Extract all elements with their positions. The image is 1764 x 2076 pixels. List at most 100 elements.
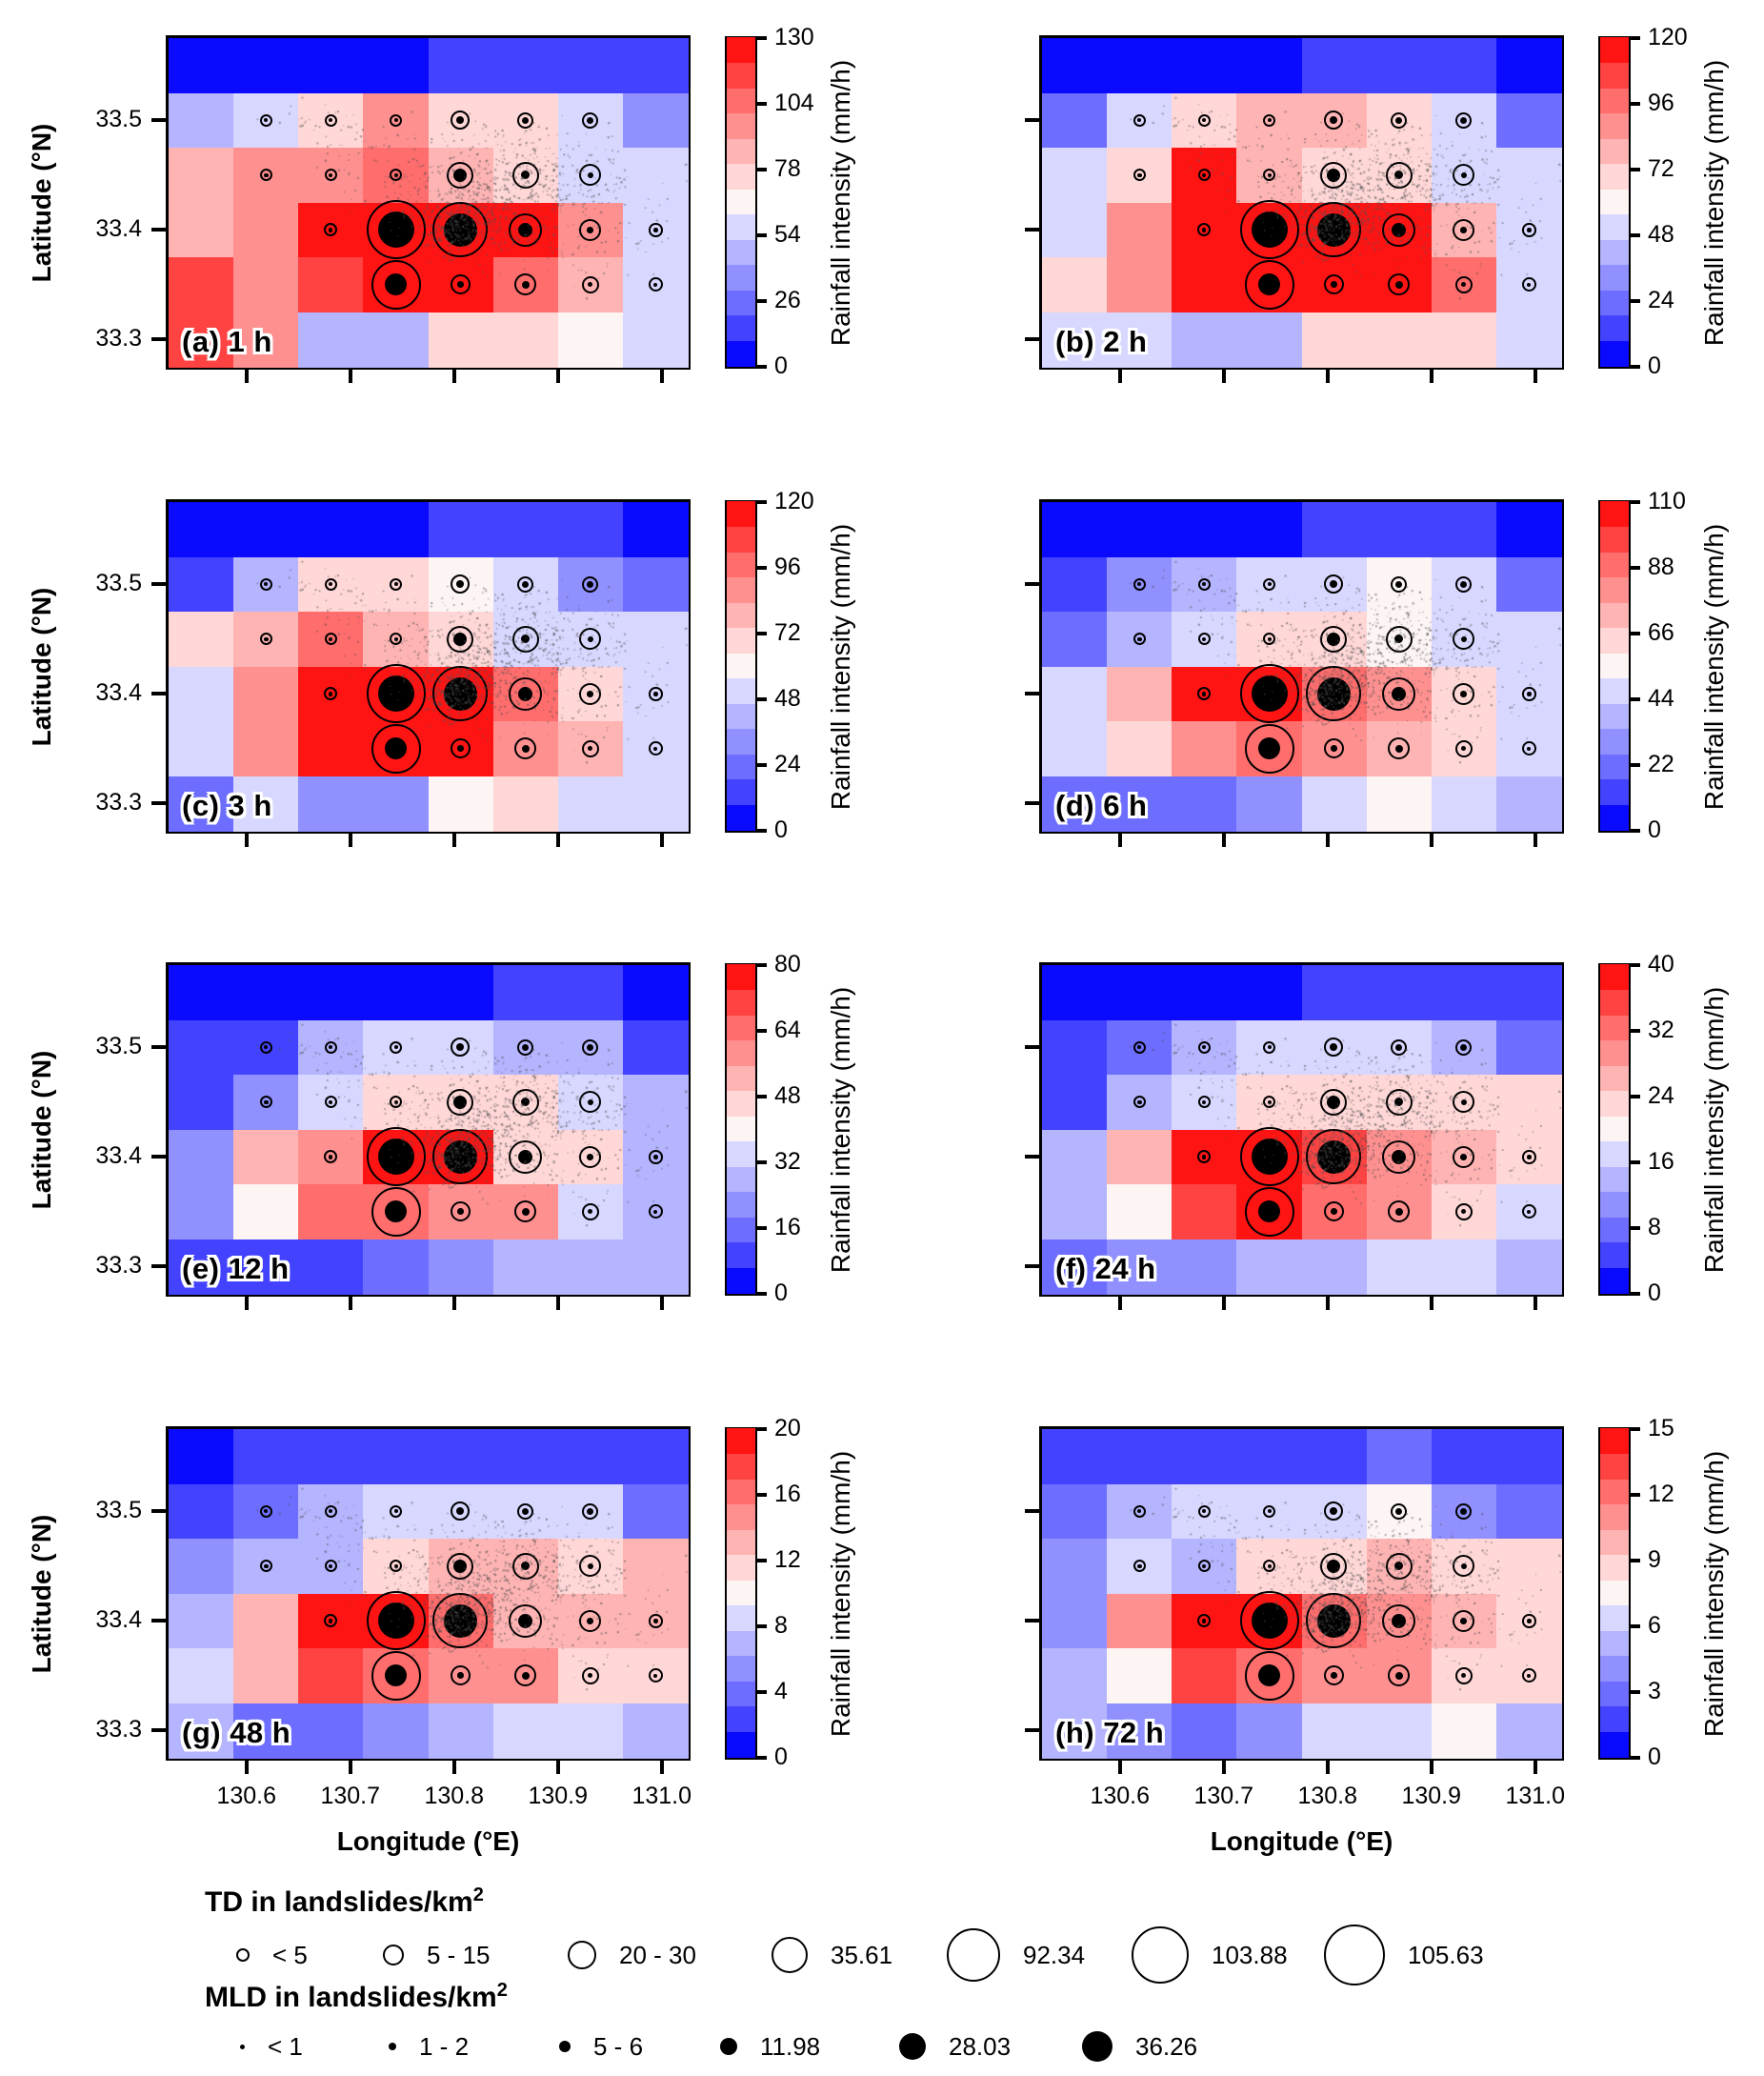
legend-item-mld: 1 - 2 (389, 2032, 469, 2061)
heatmap-cell (1495, 556, 1562, 613)
colorbar-segment (1600, 239, 1629, 266)
heatmap-cell (233, 1648, 299, 1704)
heatmap-cell (622, 148, 689, 204)
heatmap-cell (233, 1429, 299, 1485)
colorbar-tick-label: 24 (1648, 287, 1674, 313)
mld-dot (1251, 675, 1288, 713)
colorbar-segment (1600, 1015, 1629, 1041)
colorbar-tick-label: 20 (774, 1415, 801, 1441)
colorbar-tick (1629, 1559, 1640, 1562)
heatmap-cell (1172, 1429, 1237, 1485)
colorbar-segment (1600, 264, 1629, 291)
colorbar-tick (1629, 102, 1640, 106)
colorbar-tick-label: 16 (774, 1214, 801, 1240)
panel-h: (h) 72 h 130.6 130.7 130.8 130.9 131.0 Longitu… (1025, 1415, 1729, 1856)
legend-item-td: 103.88 (1132, 1926, 1288, 1984)
mld-dot (521, 1671, 530, 1680)
legend-mld-title-sup: 2 (496, 1980, 508, 2001)
colorbar-segment (727, 627, 755, 654)
colorbar-tick-label: 110 (1648, 488, 1686, 514)
mld-dot (377, 1139, 414, 1176)
mld-dot (1460, 226, 1467, 233)
colorbar-tick (1629, 566, 1640, 570)
y-tick (151, 1619, 166, 1623)
mld-dot (1330, 745, 1337, 753)
heatmap-cell (1495, 965, 1562, 1021)
mld-dot (1527, 1209, 1532, 1214)
colorbar-segment (727, 138, 755, 165)
colorbar-tick (755, 1160, 767, 1164)
colorbar-tick-label: 104 (774, 90, 814, 116)
colorbar-segment (1600, 138, 1629, 165)
heatmap-cell (1107, 38, 1173, 94)
panel-e: (e) 12 h 33.5 33.4 33.3 Latitude (°N) 0 16 32 48… (27, 951, 855, 1310)
heatmap-cell (233, 1129, 299, 1185)
y-tick (1025, 1509, 1039, 1514)
x-tick (659, 1297, 664, 1310)
heatmap-cell (622, 38, 689, 94)
x-tick (659, 834, 664, 847)
heatmap-cell (1495, 148, 1562, 204)
heatmap-cell (1301, 1429, 1368, 1485)
y-tick (151, 801, 166, 806)
colorbar-segment (1600, 36, 1629, 64)
x-tick (1117, 370, 1122, 383)
colorbar-segment (1600, 1705, 1629, 1732)
heatmap-cell (1495, 92, 1562, 149)
colorbar-segment (1600, 163, 1629, 190)
colorbar-segment (1600, 754, 1629, 780)
colorbar-tick (1629, 500, 1640, 504)
mld-dot (1330, 281, 1337, 289)
colorbar-tick (755, 500, 767, 504)
panel-a: (a) 1 h 33.5 33.4 33.3 Latitude (°N) 0 26 54 78 1… (27, 24, 855, 383)
heatmap-cell (363, 1429, 430, 1485)
mld-dot (587, 1098, 593, 1105)
colorbar-segment (1600, 1140, 1629, 1167)
colorbar-segment (1600, 1529, 1629, 1556)
colorbar-segment (1600, 62, 1629, 89)
heatmap-cell (1042, 257, 1108, 313)
colorbar-segment (727, 1705, 755, 1732)
td-legend-circle-icon (1324, 1925, 1385, 1985)
x-tick (348, 370, 352, 383)
colorbar-segment (1600, 1604, 1629, 1631)
colorbar-segment (727, 1090, 755, 1117)
colorbar (725, 499, 757, 833)
heatmap-cell (233, 965, 299, 1021)
heatmap-cell (169, 1648, 234, 1704)
mld-dot (1201, 1618, 1207, 1623)
heatmap-cell (1107, 1648, 1173, 1704)
colorbar-segment (727, 653, 755, 679)
colorbar-label: Rainfall intensity (mm/h) (1699, 59, 1729, 346)
mld-dot (328, 636, 333, 641)
heatmap-cell (233, 666, 299, 722)
colorbar-segment (727, 88, 755, 114)
heatmap-cell (1366, 965, 1433, 1021)
heatmap-cell (1107, 1429, 1173, 1485)
legend-item-label: < 1 (268, 2031, 303, 2061)
y-tick (1025, 337, 1039, 342)
mld-dot (587, 1507, 594, 1515)
colorbar-tick (1629, 763, 1640, 767)
mld-dot (1316, 676, 1351, 711)
mld-dot (1330, 1208, 1337, 1216)
mld-dot (1460, 635, 1467, 642)
mld-dot (1460, 690, 1467, 697)
y-tick-label: 33.4 (95, 1142, 142, 1170)
colorbar-segment (727, 1503, 755, 1530)
colorbar-tick-label: 4 (774, 1678, 788, 1704)
x-tick (1221, 370, 1226, 383)
x-tick (1325, 1297, 1330, 1310)
mld-dot (393, 1509, 398, 1514)
heatmap-cell (298, 1703, 364, 1759)
colorbar-segment (727, 1453, 755, 1480)
panel-title: (f) 24 h (1055, 1252, 1156, 1285)
colorbar-tick-label: 120 (774, 488, 814, 514)
mld-dot (1527, 746, 1532, 751)
mld-dot (377, 675, 414, 713)
mld-dot (1251, 1602, 1288, 1640)
heatmap-cell (622, 776, 689, 832)
x-tick (244, 1761, 249, 1774)
heatmap-cell (1172, 776, 1237, 832)
heatmap-cell (1172, 721, 1237, 777)
